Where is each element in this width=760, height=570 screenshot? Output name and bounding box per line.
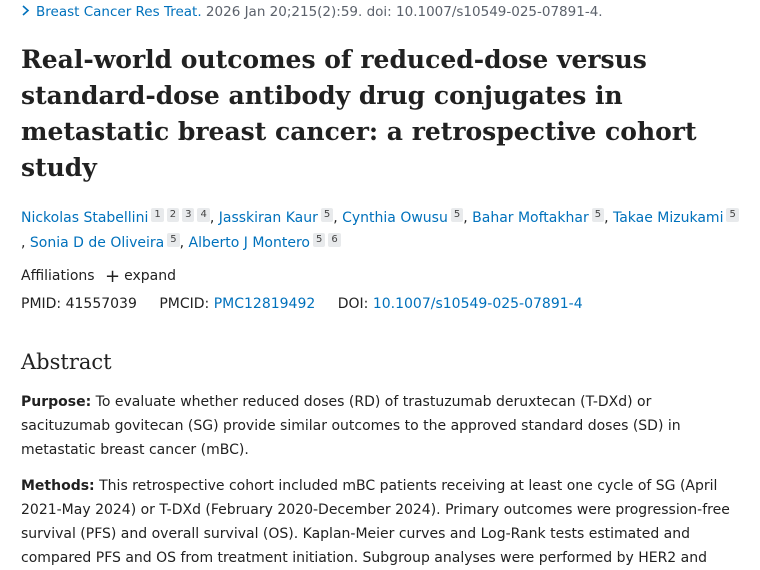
author-item: Jasskiran Kaur 5 bbox=[218, 208, 334, 226]
pmcid-link[interactable]: PMC12819492 bbox=[213, 296, 316, 312]
methods-text: This retrospective cohort included mBC p… bbox=[21, 478, 730, 566]
plus-icon: + bbox=[105, 266, 121, 287]
expand-label: expand bbox=[124, 268, 177, 284]
author-item: Takae Mizukami 5 bbox=[612, 208, 739, 226]
author-name-link[interactable]: Nickolas Stabellini bbox=[21, 210, 149, 226]
affiliation-number[interactable]: 5 bbox=[167, 233, 180, 247]
pmid-value: 41557039 bbox=[65, 296, 137, 312]
author-item: Alberto J Montero 5 6 bbox=[188, 233, 341, 251]
affiliations-label: Affiliations bbox=[21, 268, 95, 284]
affiliation-number[interactable]: 4 bbox=[197, 208, 210, 222]
journal-link[interactable]: Breast Cancer Res Treat. bbox=[36, 4, 202, 20]
author-name-link[interactable]: Jasskiran Kaur bbox=[218, 210, 318, 226]
author-name-link[interactable]: Sonia D de Oliveira bbox=[29, 235, 165, 251]
author-name-link[interactable]: Bahar Moftakhar bbox=[472, 210, 589, 226]
author-item: Cynthia Owusu 5 bbox=[342, 208, 464, 226]
abstract-purpose: Purpose: To evaluate whether reduced dos… bbox=[21, 390, 741, 462]
purpose-text: To evaluate whether reduced doses (RD) o… bbox=[21, 394, 681, 458]
doi-link[interactable]: 10.1007/s10549-025-07891-4 bbox=[372, 296, 583, 312]
affiliation-number[interactable]: 2 bbox=[166, 208, 180, 222]
author-item: Bahar Moftakhar 5 bbox=[472, 208, 605, 226]
author-item: Nickolas Stabellini 1 2 3 4 bbox=[21, 208, 210, 226]
methods-label: Methods: bbox=[21, 478, 95, 494]
affiliation-number[interactable]: 5 bbox=[313, 233, 326, 247]
affiliation-number[interactable]: 5 bbox=[591, 208, 605, 222]
citation-details: 2026 Jan 20;215(2):59. doi: 10.1007/s105… bbox=[205, 4, 603, 20]
author-name-link[interactable]: Cynthia Owusu bbox=[342, 210, 448, 226]
affiliation-number[interactable]: 1 bbox=[151, 208, 164, 222]
affiliation-number[interactable]: 5 bbox=[450, 208, 464, 222]
article-identifiers: PMID: 41557039 PMCID: PMC12819492 DOI: 1… bbox=[21, 296, 583, 312]
affiliation-number[interactable]: 5 bbox=[726, 208, 739, 222]
abstract-heading: Abstract bbox=[21, 350, 112, 374]
authors-list: Nickolas Stabellini 1 2 3 4, Jasskiran Kaur 5… bbox=[21, 206, 741, 256]
purpose-label: Purpose: bbox=[21, 394, 92, 410]
pmid-label: PMID: bbox=[21, 296, 62, 312]
affiliation-number[interactable]: 3 bbox=[182, 208, 195, 222]
doi-label: DOI: bbox=[337, 296, 369, 312]
affiliations-expand-button[interactable]: + expand bbox=[105, 266, 177, 287]
affiliation-number[interactable]: 5 bbox=[320, 208, 334, 222]
pmcid-label: PMCID: bbox=[159, 296, 210, 312]
affiliation-number[interactable]: 6 bbox=[328, 233, 341, 247]
author-name-link[interactable]: Alberto J Montero bbox=[188, 235, 310, 251]
abstract-methods: Methods: This retrospective cohort inclu… bbox=[21, 474, 741, 570]
affiliations-row: Affiliations + expand bbox=[21, 266, 177, 287]
citation-line: Breast Cancer Res Treat. 2026 Jan 20;215… bbox=[21, 4, 603, 20]
article-title: Real-world outcomes of reduced-dose vers… bbox=[21, 45, 697, 182]
chevron-right-icon[interactable] bbox=[21, 5, 30, 19]
author-name-link[interactable]: Takae Mizukami bbox=[612, 210, 724, 226]
author-item: Sonia D de Oliveira 5 bbox=[29, 233, 180, 251]
